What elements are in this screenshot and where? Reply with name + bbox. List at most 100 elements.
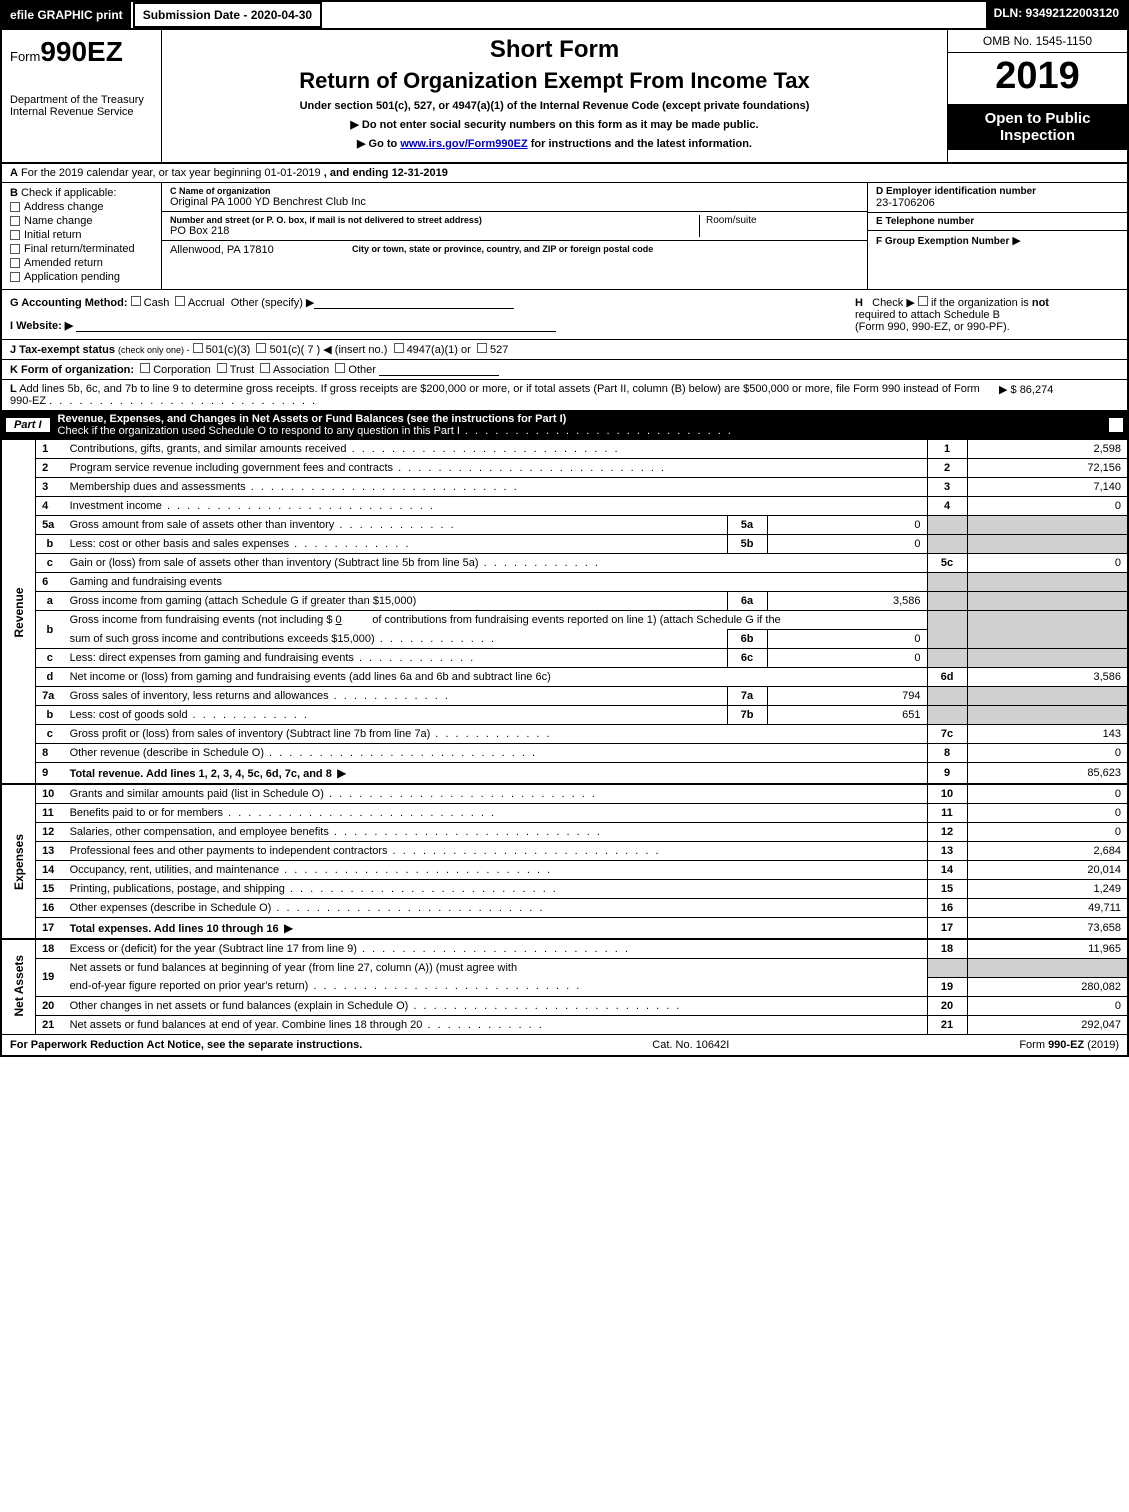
website-label: I Website: ▶ (10, 320, 73, 332)
chk-label: Initial return (24, 229, 81, 241)
irs-link[interactable]: www.irs.gov/Form990EZ (400, 138, 527, 150)
line-num: 12 (36, 823, 64, 842)
footer-form-pre: Form (1019, 1039, 1048, 1051)
tax-year: 2019 (948, 53, 1127, 104)
footer-cat: Cat. No. 10642I (652, 1039, 729, 1051)
form-page: efile GRAPHIC print Submission Date - 20… (0, 0, 1129, 1057)
row-a-label: A (10, 167, 18, 179)
line-ref: 6d (927, 668, 967, 687)
line-ref: 4 (927, 497, 967, 516)
checkbox-icon[interactable] (256, 343, 266, 353)
line-desc: Contributions, gifts, grants, and simila… (70, 443, 347, 455)
ein-value: 23-1706206 (876, 197, 1119, 209)
website-blank[interactable] (76, 320, 556, 332)
chk-final-return[interactable]: Final return/terminated (10, 243, 153, 255)
checkbox-icon[interactable] (175, 296, 185, 306)
line-desc: Excess or (deficit) for the year (Subtra… (70, 943, 357, 955)
chk-name-change[interactable]: Name change (10, 215, 153, 227)
omb-number: OMB No. 1545-1150 (948, 30, 1127, 53)
line-num: a (36, 592, 64, 611)
checkbox-icon[interactable] (217, 363, 227, 373)
table-row: c Less: direct expenses from gaming and … (2, 649, 1127, 668)
line-ref: 17 (927, 918, 967, 940)
checkbox-icon[interactable] (477, 343, 487, 353)
line-desc: Other revenue (describe in Schedule O) (70, 747, 264, 759)
line-desc-1: Gross income from fundraising events (no… (70, 614, 336, 626)
checkbox-icon[interactable] (260, 363, 270, 373)
line-num: 7a (36, 687, 64, 706)
line-amount: 0 (967, 554, 1127, 573)
line-desc: Gain or (loss) from sale of assets other… (70, 557, 479, 569)
chk-application-pending[interactable]: Application pending (10, 271, 153, 283)
addr-label: Number and street (or P. O. box, if mail… (170, 215, 699, 225)
line-desc: Professional fees and other payments to … (70, 845, 388, 857)
group-exemption-label: F Group Exemption Number (876, 236, 1009, 247)
line-desc: Less: cost of goods sold (70, 709, 188, 721)
table-row: c Gross profit or (loss) from sales of i… (2, 725, 1127, 744)
cash-option: Cash (144, 297, 170, 309)
header-center: Short Form Return of Organization Exempt… (162, 30, 947, 162)
top-bar-left: efile GRAPHIC print Submission Date - 20… (2, 2, 322, 28)
row-a-mid: , and ending 12-31-2019 (324, 167, 448, 179)
line-num: 19 (36, 959, 64, 997)
checkbox-icon[interactable] (394, 343, 404, 353)
efile-print-button[interactable]: efile GRAPHIC print (2, 2, 131, 28)
line-ref: 3 (927, 478, 967, 497)
line-desc: Benefits paid to or for members (70, 807, 223, 819)
line-num: 2 (36, 459, 64, 478)
room-suite: Room/suite (699, 215, 859, 237)
table-row: 20 Other changes in net assets or fund b… (2, 996, 1127, 1015)
table-row: d Net income or (loss) from gaming and f… (2, 668, 1127, 687)
line-num: 11 (36, 804, 64, 823)
line-ref: 18 (927, 939, 967, 959)
submission-date: Submission Date - 2020-04-30 (133, 2, 322, 28)
checkbox-icon[interactable] (918, 296, 928, 306)
line-num: 3 (36, 478, 64, 497)
line-num: b (36, 706, 64, 725)
chk-amended-return[interactable]: Amended return (10, 257, 153, 269)
section-bcde: B Check if applicable: Address change Na… (2, 183, 1127, 290)
return-title: Return of Organization Exempt From Incom… (172, 68, 937, 94)
other-org-blank[interactable] (379, 364, 499, 376)
table-row: 15 Printing, publications, postage, and … (2, 880, 1127, 899)
line-desc: Investment income (70, 500, 162, 512)
table-row: b Gross income from fundraising events (… (2, 611, 1127, 630)
line-num: 15 (36, 880, 64, 899)
part-1-label: Part I (6, 418, 50, 432)
table-row: 17 Total expenses. Add lines 10 through … (2, 918, 1127, 940)
checkbox-icon[interactable] (131, 296, 141, 306)
checkbox-icon[interactable] (1109, 418, 1123, 432)
form-code: 990EZ (40, 36, 123, 67)
header-right: OMB No. 1545-1150 2019 Open to Public In… (947, 30, 1127, 162)
checkbox-icon (10, 230, 20, 240)
checkbox-icon[interactable] (335, 363, 345, 373)
netassets-sidetab: Net Assets (2, 939, 36, 1034)
checkbox-icon[interactable] (193, 343, 203, 353)
line-num: 16 (36, 899, 64, 918)
other-blank[interactable] (314, 297, 514, 309)
table-row: 5a Gross amount from sale of assets othe… (2, 516, 1127, 535)
box-def: D Employer identification number 23-1706… (867, 183, 1127, 289)
line-amount: 7,140 (967, 478, 1127, 497)
line-desc-3: sum of such gross income and contributio… (70, 633, 375, 645)
line-num: 18 (36, 939, 64, 959)
line-ref: 20 (927, 996, 967, 1015)
short-form-title: Short Form (172, 36, 937, 64)
line-desc: Printing, publications, postage, and shi… (70, 883, 285, 895)
mini-amount: 3,586 (767, 592, 927, 611)
chk-address-change[interactable]: Address change (10, 201, 153, 213)
chk-initial-return[interactable]: Initial return (10, 229, 153, 241)
checkbox-icon[interactable] (140, 363, 150, 373)
line-amount: 1,249 (967, 880, 1127, 899)
part-1-title: Revenue, Expenses, and Changes in Net As… (58, 413, 567, 425)
chk-label: Amended return (24, 257, 103, 269)
row-g: G Accounting Method: Cash Accrual Other … (2, 290, 847, 339)
goto-prefix: ▶ Go to (357, 138, 400, 150)
part-1-header: Part I Revenue, Expenses, and Changes in… (2, 411, 1127, 439)
shaded-cell (927, 592, 967, 611)
ein-label: D Employer identification number (876, 186, 1119, 197)
line-desc: Net assets or fund balances at end of ye… (70, 1019, 423, 1031)
row-j-paren: (check only one) - (118, 345, 190, 355)
line-ref: 2 (927, 459, 967, 478)
chk-label: Name change (24, 215, 93, 227)
